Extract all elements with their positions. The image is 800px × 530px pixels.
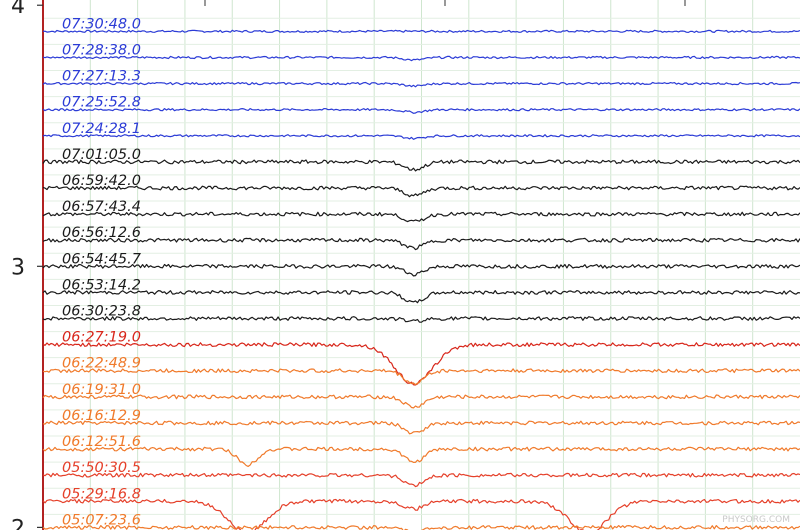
- series-label: 06:57:43.4: [62, 199, 141, 215]
- y-tick-label: 4: [11, 0, 25, 19]
- series-label: 06:12:51.6: [62, 434, 141, 450]
- series-line: [42, 394, 800, 409]
- series-line: [42, 134, 800, 140]
- series-line: [42, 107, 800, 114]
- series-line: [42, 159, 800, 172]
- series-labels: 07:30:48.0 07:28:38.0 07:27:13.3 07:25:52.8…: [62, 16, 142, 528]
- series-line: [42, 185, 800, 198]
- series-label: 06:22:48.9: [62, 356, 141, 372]
- y-tick-label: 3: [11, 255, 25, 280]
- series-line: [42, 316, 800, 323]
- series-label: 07:30:48.0: [62, 16, 141, 32]
- series-line: [42, 472, 800, 488]
- series-label: 07:01:05.0: [62, 147, 141, 163]
- series-line: [42, 446, 800, 467]
- series-line: [42, 29, 800, 34]
- series-line: [42, 211, 800, 223]
- series-label: 07:28:38.0: [62, 42, 141, 58]
- series-label: 06:30:23.8: [62, 304, 141, 320]
- series-line: [42, 420, 800, 435]
- series-line: [42, 498, 800, 530]
- series-line: [42, 81, 800, 88]
- series-label: 06:16:12.9: [62, 408, 141, 424]
- series-label: 07:27:13.3: [62, 69, 141, 85]
- series-line: [42, 263, 800, 277]
- series-label: 06:59:42.0: [62, 173, 141, 189]
- series-label: 06:54:45.7: [62, 251, 142, 267]
- y-tick-label: 2: [11, 516, 25, 530]
- series-label: 05:29:16.8: [62, 486, 141, 502]
- chart-series: [42, 29, 800, 530]
- y-axis-ticks: 4 3 2: [11, 0, 43, 530]
- series-label: 06:56:12.6: [62, 225, 141, 241]
- series-label: 05:50:30.5: [62, 460, 141, 476]
- series-line: [42, 55, 800, 62]
- watermark-text: PHYSORG.COM: [722, 515, 790, 525]
- series-label: 07:25:52.8: [62, 95, 141, 111]
- series-label: 06:27:19.0: [62, 330, 141, 346]
- plot-frame: [42, 0, 686, 530]
- series-label: 06:19:31.0: [62, 382, 141, 398]
- series-line: [42, 524, 800, 530]
- series-label: 07:24:28.1: [62, 121, 141, 137]
- series-line: [42, 368, 800, 386]
- series-line: [42, 290, 800, 304]
- series-line: [42, 237, 800, 251]
- series-label: 06:53:14.2: [62, 277, 141, 293]
- series-label: 05:07:23.6: [62, 512, 141, 528]
